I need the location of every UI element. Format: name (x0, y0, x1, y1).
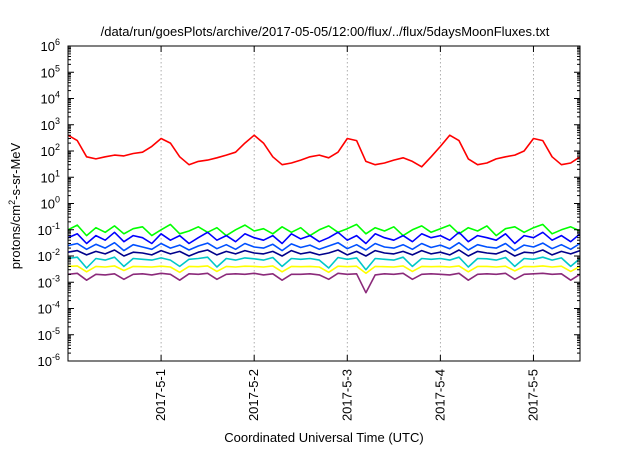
y-tick-label: 104 (41, 90, 60, 107)
y-tick-label-base: 10 (41, 118, 55, 133)
x-tick-label: 2017-5-2 (246, 369, 261, 421)
y-tick-label-base: 10 (38, 302, 52, 317)
y-tick-label-base: 10 (38, 223, 52, 238)
series-line-2 (67, 223, 581, 237)
y-tick-label-exponent: 1 (55, 168, 60, 178)
y-tick-label-base: 10 (41, 144, 55, 159)
y-tick-label-exponent: 5 (55, 63, 60, 73)
y-tick-label: 10-6 (38, 352, 60, 369)
chart-title: /data/run/goesPlots/archive/2017-05-05/1… (101, 24, 550, 39)
y-tick-label-exponent: 0 (55, 195, 60, 205)
x-axis-label: Coordinated Universal Time (UTC) (224, 430, 423, 445)
x-axis-ticks: 2017-5-1 2017-5-2 2017-5-3 2017-5-4 2017-5-5 (153, 46, 540, 421)
series-line-3 (67, 231, 581, 245)
y-tick-label: 10-3 (38, 273, 60, 290)
series-line-7 (67, 265, 581, 275)
series-line-1 (67, 134, 581, 168)
series-line-8 (67, 272, 581, 294)
y-tick-label-base: 10 (41, 65, 55, 80)
y-tick-label: 100 (41, 195, 60, 212)
y-tick-label-base: 10 (41, 39, 55, 54)
x-tick-label: 2017-5-4 (432, 369, 447, 421)
y-tick-label: 105 (41, 63, 60, 80)
y-tick-label-exponent: 4 (55, 90, 60, 100)
y-axis-ticks: 10-610-510-410-310-210-11001011021031041… (38, 37, 580, 369)
y-tick-label-exponent: -4 (52, 300, 60, 310)
y-tick-label-base: 10 (41, 92, 55, 107)
series-layer (67, 134, 581, 294)
y-tick-label-base: 10 (41, 170, 55, 185)
y-tick-label: 10-5 (38, 326, 60, 343)
y-tick-label-exponent: 3 (55, 116, 60, 126)
x-tick-label: 2017-5-1 (153, 369, 168, 421)
series-line-4 (67, 241, 581, 252)
y-tick-label: 101 (41, 168, 60, 185)
y-tick-label-exponent: -6 (52, 352, 60, 362)
y-axis-label-exponent: 2 (7, 200, 17, 205)
y-axis-label-main: protons/cm (8, 205, 23, 269)
y-tick-label: 102 (41, 142, 60, 159)
y-tick-label-base: 10 (38, 275, 52, 290)
y-tick-label: 103 (41, 116, 60, 133)
y-axis-label-units: -s-sr-MeV (8, 142, 23, 199)
x-tick-label: 2017-5-3 (339, 369, 354, 421)
y-tick-label-exponent: 2 (55, 142, 60, 152)
x-tick-label: 2017-5-5 (525, 369, 540, 421)
series-line-6 (67, 256, 581, 271)
y-tick-label-base: 10 (38, 328, 52, 343)
y-tick-label: 106 (41, 37, 60, 54)
y-tick-label-exponent: -5 (52, 326, 60, 336)
grid (160, 46, 534, 361)
y-tick-label-exponent: -2 (52, 247, 60, 257)
plot-frame (67, 45, 581, 362)
y-tick-label: 10-1 (38, 221, 60, 238)
y-tick-label-base: 10 (38, 354, 52, 369)
y-tick-label-base: 10 (38, 249, 52, 264)
y-tick-label-exponent: -3 (52, 273, 60, 283)
y-tick-label: 10-4 (38, 300, 60, 317)
y-tick-label-exponent: 6 (55, 37, 60, 47)
y-tick-label-base: 10 (41, 197, 55, 212)
series-line-5 (67, 249, 581, 257)
y-tick-label-exponent: -1 (52, 221, 60, 231)
y-axis-label: protons/cm2-s-sr-MeV (7, 142, 23, 269)
y-tick-label: 10-2 (38, 247, 60, 264)
